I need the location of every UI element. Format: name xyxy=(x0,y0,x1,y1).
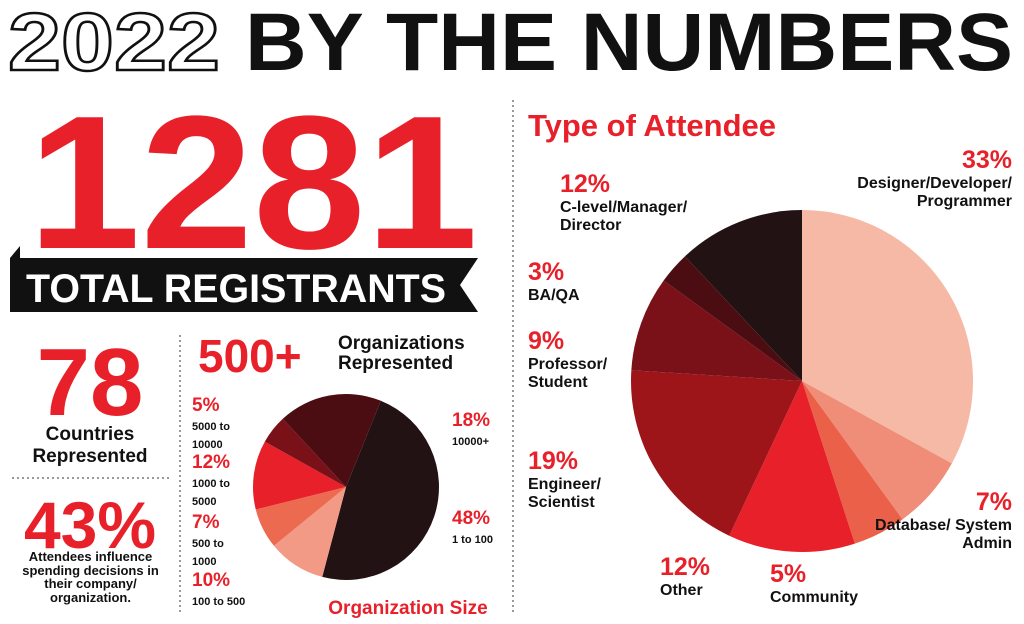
slice-value-label: 5% xyxy=(192,395,220,416)
pie-slice xyxy=(273,487,346,577)
slice-category-label: Professor/ Student xyxy=(528,355,608,392)
slice-category-label: 5000 to 10000 xyxy=(192,420,230,452)
slice-category-label: 500 to 1000 xyxy=(192,537,224,569)
slice-label: 5% Community xyxy=(770,560,890,607)
slice-category-label: 1 to 100 xyxy=(452,533,493,546)
slice-label: 18% 10000+ xyxy=(452,410,522,450)
slice-category-label: 100 to 500 xyxy=(192,595,246,608)
slice-category-label: 10000+ xyxy=(452,435,490,448)
slice-value-label: 12% xyxy=(192,452,231,473)
slice-label: 7% Database/ System Admin xyxy=(872,488,1012,554)
slice-value-label: 7% xyxy=(192,512,220,533)
registrants-label: TOTAL REGISTRANTS xyxy=(26,267,446,311)
slice-value-label: 10% xyxy=(192,570,231,591)
banner-fold xyxy=(10,246,20,258)
slice-value-label: 7% xyxy=(975,488,1012,516)
pie-slice xyxy=(802,381,903,544)
banner xyxy=(10,258,478,312)
countries: 78 xyxy=(37,329,144,436)
slice-label: 48% 1 to 100 xyxy=(452,508,522,548)
slice-category-label: 1000 to 5000 xyxy=(192,477,230,509)
slice-label: 5% 5000 to 10000 xyxy=(192,395,252,454)
slice-value-label: 19% xyxy=(528,447,579,475)
title: BY THE NUMBERS xyxy=(245,0,1013,88)
pie-slice xyxy=(282,394,381,487)
influence: 43% xyxy=(24,488,156,562)
slice-value-label: 9% xyxy=(528,327,565,355)
slice-label: 12% 1000 to 5000 xyxy=(192,452,242,511)
organizations-label: Organizations Represented xyxy=(338,333,465,374)
slice-category-label: Community xyxy=(770,588,858,606)
pie-slice xyxy=(322,400,439,580)
pie-title: Type of Attendee xyxy=(528,108,776,143)
slice-label: 33% Designer/Developer/ Programmer xyxy=(822,146,1012,212)
slice-category-label: Other xyxy=(660,581,703,599)
pie-slice xyxy=(264,418,346,487)
pie-slice xyxy=(253,441,346,510)
pie-slice xyxy=(684,210,802,381)
pie-slice xyxy=(255,487,346,546)
slice-value-label: 18% xyxy=(452,410,491,431)
pie-slice xyxy=(802,210,973,464)
countries-label: Countries Represented xyxy=(32,424,148,467)
slice-category-label: Designer/Developer/ Programmer xyxy=(857,174,1012,211)
organizations: 500+ xyxy=(198,330,302,382)
slice-label: 19% Engineer/ Scientist xyxy=(528,447,628,513)
slice-category-label: Engineer/ Scientist xyxy=(528,475,601,512)
slice-label: 3% BA/QA xyxy=(528,258,608,305)
slice-value-label: 48% xyxy=(452,508,491,529)
slice-value-label: 3% xyxy=(528,258,565,286)
slice-category-label: Database/ System Admin xyxy=(875,516,1012,553)
influence-label: Attendees influence spending decisions i… xyxy=(22,549,159,605)
slice-value-label: 12% xyxy=(660,553,711,581)
pie-slice xyxy=(802,381,952,520)
pie-slice xyxy=(631,370,802,536)
registrants: 1281 xyxy=(28,77,478,289)
pie-slice xyxy=(729,381,855,552)
year: 2022 xyxy=(8,0,220,88)
slice-value-label: 33% xyxy=(961,146,1012,174)
slice-label: 9% Professor/ Student xyxy=(528,327,638,393)
slice-label: 12% Other xyxy=(660,553,730,600)
pie-slice xyxy=(631,280,802,381)
slice-value-label: 12% xyxy=(560,170,611,198)
slice-label: 12% C-level/Manager/ Director xyxy=(560,170,730,236)
pie-slice xyxy=(663,256,802,381)
slice-category-label: C-level/Manager/ Director xyxy=(560,198,688,235)
slice-label: 7% 500 to 1000 xyxy=(192,512,242,571)
slice-category-label: BA/QA xyxy=(528,286,580,304)
pie-title: Organization Size xyxy=(328,598,487,619)
slice-label: 10% 100 to 500 xyxy=(192,570,272,610)
slice-value-label: 5% xyxy=(770,560,807,588)
